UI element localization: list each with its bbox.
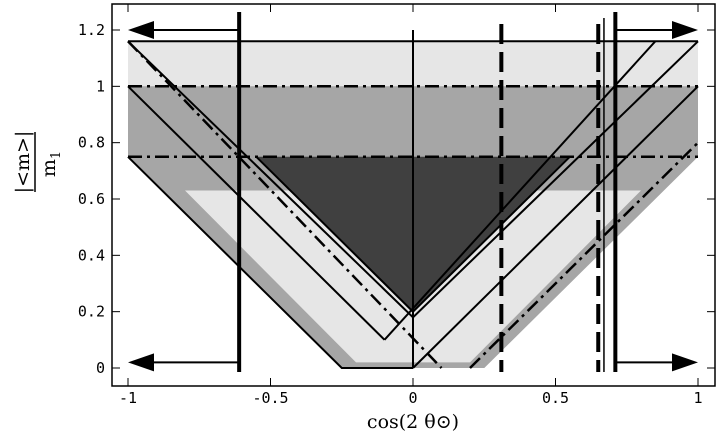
x-tick-label-3: 0.5 [542,389,569,407]
y-axis-label-m: m [38,159,60,177]
y-axis-label: |<m>| m1 [12,131,64,194]
y-axis-label-subscript: 1 [49,151,64,159]
plot-area [111,3,716,387]
solid-line-2 [127,85,386,341]
arrow-head-2 [672,21,698,39]
x-tick-label-4: 1 [693,389,702,407]
x-tick-label-2: 0 [408,389,417,407]
y-axis-label-numerator: |<m>| [12,131,34,194]
y-tick-label-5: 1 [96,77,105,95]
dash-dot-line-0 [127,40,443,369]
y-tick-label-0: 0 [96,359,105,377]
x-tick-label-1: -0.5 [252,389,288,407]
y-tick-label-2: 0.4 [78,246,105,264]
y-axis-label-denominator: m1 [38,151,64,177]
y-tick-label-4: 0.8 [78,134,105,152]
arrow-head-0 [128,21,154,39]
plot-content [127,12,699,372]
y-tick-label-3: 0.6 [78,190,105,208]
solid-line-4 [412,85,699,369]
y-tick-label-6: 1.2 [78,21,105,39]
axis-ticks: -1 -0.5 0 0.5 1 0 0.2 0.4 0.6 0.8 1 1.2 [78,4,715,407]
solid-line-5 [383,40,657,341]
solid-line-3 [127,156,413,369]
x-axis-label: cos(2 θ⊙) [367,411,459,433]
arrow-head-1 [128,353,154,372]
arrow-head-3 [672,353,698,372]
x-tick-label-0: -1 [119,389,137,407]
y-tick-label-1: 0.2 [78,303,105,321]
